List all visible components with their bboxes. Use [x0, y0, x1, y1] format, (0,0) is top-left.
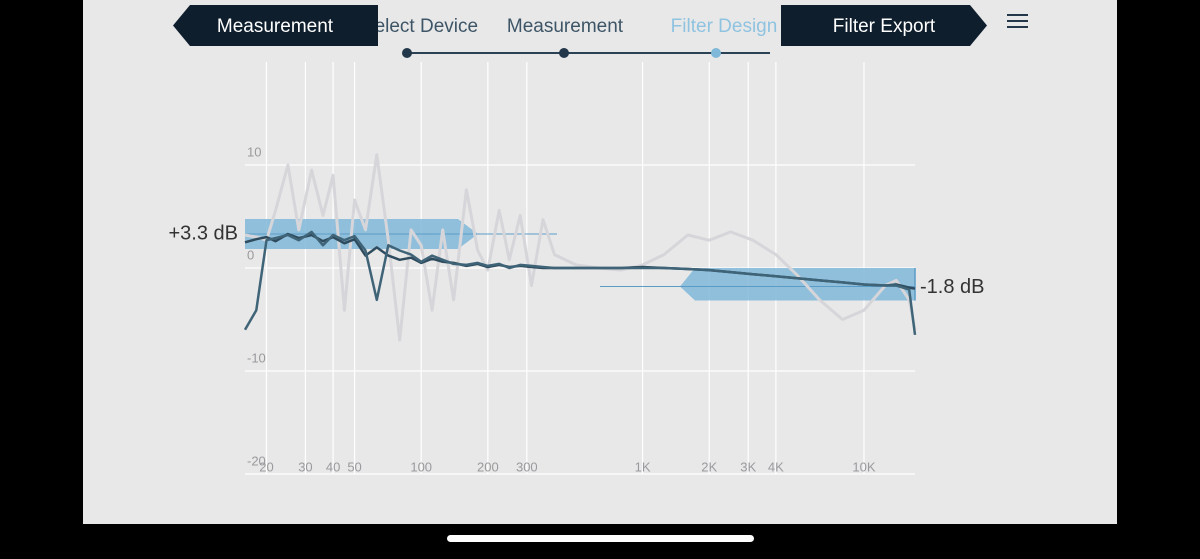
- plot: 20 30 40 50 100 200 300 1K 2K 3K 4K 10K100-10-20+3.…: [168, 62, 984, 475]
- step-dot: [559, 48, 569, 58]
- x-tick-label: 10K: [852, 459, 875, 474]
- response-curve: [243, 230, 917, 336]
- x-tick-label: 200: [477, 459, 499, 474]
- step-label[interactable]: Measurement: [507, 16, 624, 37]
- x-tick-label: 100: [410, 459, 432, 474]
- home-indicator: [447, 535, 754, 542]
- step-label[interactable]: Filter Design: [671, 16, 778, 37]
- x-tick-label: 3K: [740, 459, 756, 474]
- filter-band: [680, 268, 915, 301]
- y-tick-label: -10: [247, 350, 266, 365]
- filter-gain-label: -1.8 dB: [920, 276, 984, 298]
- y-tick-label: -20: [247, 453, 266, 468]
- response-curve: [244, 153, 917, 342]
- next-button[interactable]: [781, 5, 987, 46]
- x-tick-label: 40: [326, 459, 340, 474]
- x-tick-label: 20: [259, 459, 273, 474]
- back-button-label[interactable]: Measurement: [217, 16, 334, 37]
- step-dot: [402, 48, 412, 58]
- x-tick-label: 50: [347, 459, 361, 474]
- x-tick-label: 300: [516, 459, 538, 474]
- back-button[interactable]: [173, 5, 378, 46]
- y-tick-label: 10: [247, 144, 261, 159]
- x-tick-label: 4K: [768, 459, 784, 474]
- menu-icon[interactable]: [1007, 14, 1028, 28]
- x-tick-label: 2K: [701, 459, 717, 474]
- step-label[interactable]: Select Device: [362, 16, 478, 37]
- screen-background: [83, 0, 1117, 524]
- x-tick-label: 1K: [635, 459, 651, 474]
- filter-gain-label: +3.3 dB: [168, 222, 238, 244]
- step-dot: [711, 48, 721, 58]
- next-button-label[interactable]: Filter Export: [833, 16, 936, 37]
- y-tick-label: 0: [247, 247, 254, 262]
- x-tick-label: 30: [298, 459, 312, 474]
